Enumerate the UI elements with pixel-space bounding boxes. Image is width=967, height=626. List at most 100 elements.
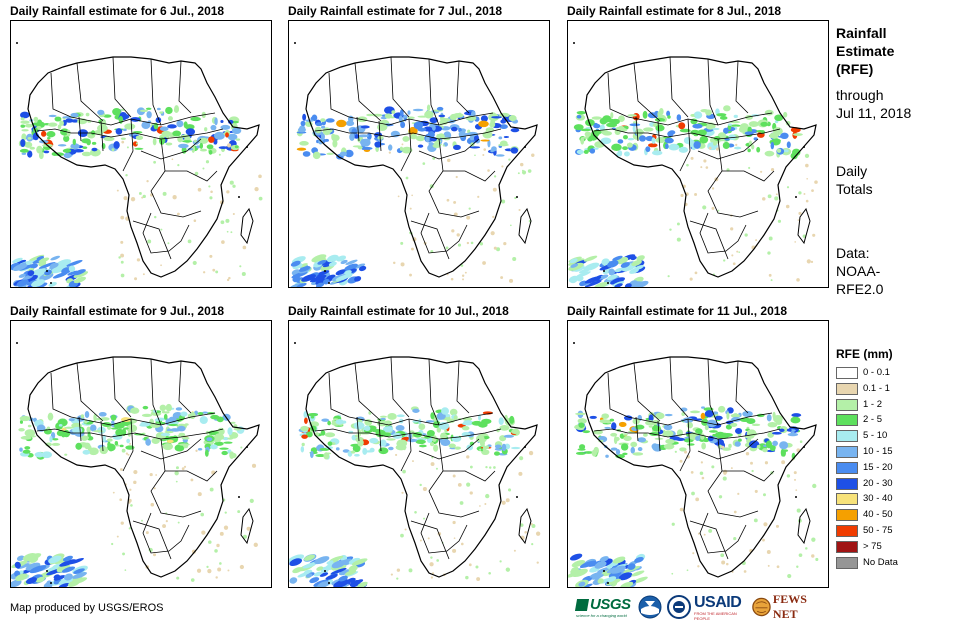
rain-cell [67, 580, 80, 587]
rain-cell [422, 162, 426, 165]
rain-cell [193, 139, 197, 143]
rain-cell [612, 255, 623, 261]
rain-cell [634, 556, 644, 563]
rain-cell [326, 152, 334, 156]
rain-cell [215, 270, 219, 274]
rain-cell [589, 571, 603, 578]
rain-cell [572, 568, 588, 577]
rain-cell [469, 491, 473, 495]
rain-cell [580, 128, 592, 132]
country-border [150, 58, 162, 126]
rain-cell [141, 121, 151, 130]
rain-cell [663, 443, 675, 450]
rain-cell [165, 403, 172, 412]
country-border [735, 360, 749, 414]
rain-cell [299, 141, 309, 146]
rain-cell [719, 116, 728, 120]
rain-cell [448, 443, 456, 448]
rain-cell [82, 449, 91, 455]
rain-cell [358, 265, 367, 272]
rain-cell [593, 123, 601, 129]
rain-cell [493, 466, 496, 469]
rain-cell [773, 415, 783, 423]
island-outline [324, 570, 326, 572]
rain-cell [24, 553, 42, 562]
rain-cell [357, 581, 368, 587]
rain-cell [580, 136, 585, 145]
rain-cell [618, 572, 633, 581]
rain-cell [156, 107, 161, 111]
rain-cell [513, 549, 516, 552]
country-border [697, 438, 759, 460]
rain-cell [599, 125, 605, 131]
rain-cell [642, 433, 648, 437]
rain-cell [412, 108, 424, 112]
rain-cell [116, 189, 119, 192]
rain-cell [391, 110, 396, 114]
country-border [699, 512, 747, 554]
rain-cell [427, 131, 435, 139]
rain-cell [438, 114, 446, 118]
rain-cell [630, 256, 637, 261]
rain-cell [50, 265, 68, 274]
legend-label: No Data [863, 556, 898, 568]
rain-cell [485, 493, 490, 499]
rain-cell [481, 418, 492, 424]
country-border [314, 428, 502, 440]
rain-cell [20, 120, 30, 124]
rain-cell [167, 124, 177, 129]
legend-swatch [836, 414, 858, 427]
rain-cell [811, 537, 816, 542]
rain-cell [425, 136, 430, 143]
rain-cell [573, 124, 584, 131]
rain-cell [763, 493, 766, 497]
rain-cell [806, 177, 809, 180]
rain-cell [134, 277, 138, 281]
rain-cell [531, 543, 534, 546]
island-outline [573, 42, 575, 44]
rain-cell [632, 124, 636, 133]
rain-cell [430, 462, 435, 467]
rain-cell [575, 412, 586, 416]
rain-cell [342, 449, 350, 453]
rain-cell [197, 492, 202, 497]
rain-cell [388, 151, 391, 154]
rain-cell [54, 116, 62, 122]
rain-cell [38, 262, 56, 269]
rain-cell [598, 274, 609, 280]
rain-cell [795, 489, 798, 492]
rain-cell [583, 451, 594, 454]
rain-cell [754, 489, 758, 493]
island-outline [16, 342, 18, 344]
rain-cell [161, 410, 166, 414]
rain-cell [576, 276, 584, 282]
rain-cell [336, 255, 347, 262]
rain-cell [731, 254, 734, 257]
rain-cell [613, 118, 620, 125]
rain-cell [205, 160, 210, 164]
island-outline [246, 146, 248, 148]
rain-cell [313, 571, 322, 577]
rain-cell [763, 522, 768, 527]
rain-cell [690, 156, 694, 160]
rain-cell [231, 127, 242, 135]
country-border [150, 138, 202, 218]
rain-cell [62, 116, 72, 119]
rain-cell [811, 189, 814, 193]
rain-cell [453, 415, 458, 421]
rain-cell [120, 253, 125, 258]
usaid-seal [667, 594, 693, 620]
country-border [356, 416, 360, 442]
sidebar-data-source: Data: NOAA- RFE2.0 [836, 244, 883, 298]
rain-cell [814, 180, 818, 184]
rain-cell [73, 276, 86, 284]
rain-cell [329, 555, 344, 562]
rain-cell [387, 413, 397, 420]
rain-cell [181, 436, 190, 440]
rain-cell [768, 273, 772, 277]
rain-cell [146, 111, 152, 119]
rain-cell [344, 263, 358, 271]
africa-map-svg [289, 342, 541, 587]
rain-cell [777, 219, 782, 223]
island-outline [238, 496, 240, 498]
